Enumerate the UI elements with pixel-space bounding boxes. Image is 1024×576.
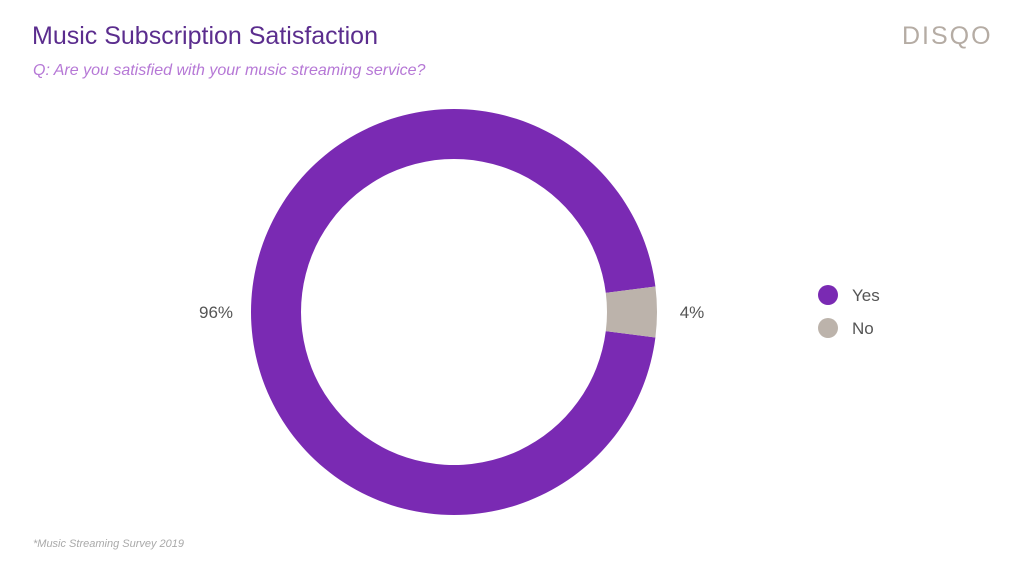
data-label-yes: 96% xyxy=(199,303,233,322)
slice-no xyxy=(605,286,657,338)
legend-label-no: No xyxy=(852,319,874,338)
legend: Yes No xyxy=(818,285,880,338)
legend-label-yes: Yes xyxy=(852,286,880,305)
legend-swatch-no xyxy=(818,318,838,338)
legend-swatch-yes xyxy=(818,285,838,305)
chart-title: Music Subscription Satisfaction xyxy=(32,22,378,50)
brand-logo: DISQO xyxy=(902,22,993,50)
slice-yes xyxy=(250,109,656,516)
data-labels: 96% 4% xyxy=(199,303,704,322)
donut-slices xyxy=(250,109,657,516)
footnote: *Music Streaming Survey 2019 xyxy=(33,538,185,550)
data-label-no: 4% xyxy=(680,303,705,322)
chart-subtitle: Q: Are you satisfied with your music str… xyxy=(33,62,426,79)
